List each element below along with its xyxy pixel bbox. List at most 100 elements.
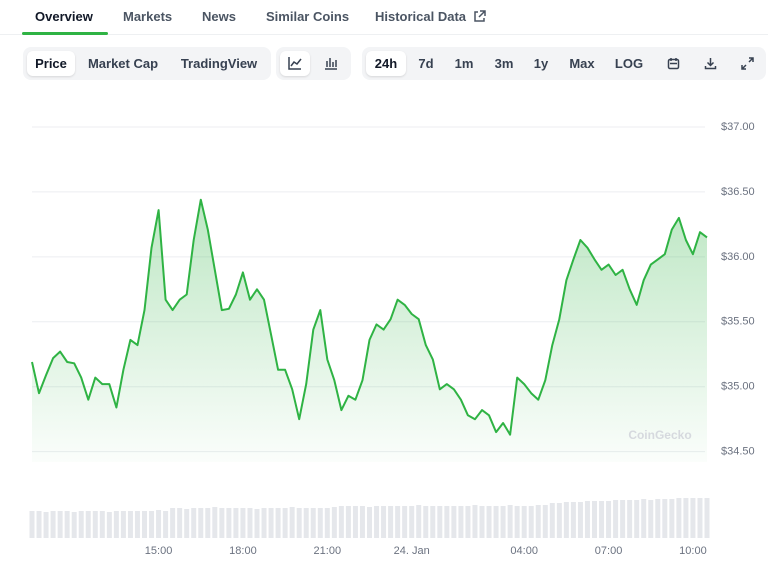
volume-bar [676, 498, 682, 538]
volume-bar [479, 506, 485, 538]
volume-bar [219, 508, 225, 538]
volume-bar [444, 506, 450, 538]
volume-bar [472, 505, 478, 538]
volume-bar [345, 506, 351, 538]
x-tick-label: 24. Jan [394, 545, 430, 557]
volume-bar [317, 508, 323, 538]
watermark: CoinGecko [628, 428, 691, 442]
x-tick-label: 07:00 [595, 545, 623, 557]
view-button[interactable]: Price [27, 51, 75, 76]
volume-bar [465, 506, 471, 538]
volume-bar [127, 511, 133, 538]
volume-bar [177, 508, 183, 538]
view-button[interactable]: Market Cap [87, 56, 159, 71]
volume-bar [324, 508, 330, 538]
volume-bar [367, 507, 372, 538]
volume-bar [352, 506, 358, 538]
tab[interactable]: Historical Data [375, 9, 467, 24]
volume-bar [388, 506, 394, 538]
volume-bar [92, 511, 98, 538]
volume-bar [521, 506, 527, 538]
volume-bar [690, 498, 696, 538]
volume-bar [149, 511, 155, 538]
range-button[interactable]: 1m [454, 56, 474, 71]
volume-bar [528, 506, 534, 538]
tab[interactable]: Markets [123, 9, 173, 24]
volume-bar [226, 508, 232, 538]
x-tick-label: 21:00 [314, 545, 342, 557]
tab[interactable]: Similar Coins [266, 9, 350, 24]
volume-bar [184, 509, 190, 538]
range-button[interactable]: 7d [418, 56, 434, 71]
volume-bar [64, 511, 70, 538]
view-button[interactable]: TradingView [180, 56, 258, 71]
volume-bar [634, 500, 640, 538]
volume-bar [437, 506, 443, 538]
price-area [32, 199, 707, 462]
volume-bar [261, 508, 267, 538]
volume-bar [29, 511, 35, 538]
volume-bar [310, 508, 316, 538]
volume-bar [570, 502, 576, 538]
volume-bar [331, 507, 337, 538]
volume-bar [359, 506, 365, 538]
tab[interactable]: News [202, 9, 236, 24]
download-button[interactable] [699, 51, 721, 76]
price-line [31, 198, 708, 436]
volume-bar [57, 511, 63, 538]
calendar-button[interactable] [662, 51, 684, 76]
volume-bar [374, 506, 380, 538]
volume-bar [296, 508, 302, 538]
x-tick-label: 18:00 [229, 545, 257, 557]
volume-bar [198, 508, 204, 538]
volume-bar [606, 501, 612, 538]
volume-bar [338, 506, 344, 538]
volume-bar [71, 512, 77, 538]
volume-bar [416, 505, 422, 538]
range-button[interactable]: Max [569, 56, 595, 71]
volume-bar [563, 502, 569, 538]
volume-bar [549, 503, 555, 538]
volume-bar [599, 501, 605, 538]
volume-bar [648, 500, 654, 538]
volume-bar [85, 511, 91, 538]
y-tick-label: $36.50 [721, 186, 755, 198]
y-tick-label: $36.00 [721, 251, 755, 263]
range-button[interactable]: 3m [494, 56, 514, 71]
range-button[interactable]: LOG [614, 56, 644, 71]
y-tick-label: $35.50 [721, 316, 755, 328]
volume-bar [683, 498, 689, 538]
volume-bar [542, 505, 548, 538]
volume-bar [641, 499, 647, 538]
volume-bar [458, 506, 464, 538]
volume-bar [507, 505, 513, 538]
volume-bar [613, 500, 619, 538]
volume-bar [78, 511, 84, 538]
x-tick-label: 04:00 [510, 545, 538, 557]
range-group [362, 47, 766, 80]
range-button[interactable]: 24h [366, 51, 406, 76]
volume-bar [120, 511, 126, 538]
range-button[interactable]: 1y [533, 56, 549, 71]
volume-bar [43, 512, 49, 538]
volume-bar [535, 505, 541, 538]
tab[interactable]: Overview [35, 9, 93, 24]
line-chart-button[interactable] [280, 51, 310, 76]
fullscreen-button[interactable] [736, 51, 758, 76]
volume-bar [584, 501, 590, 538]
volume-bar [156, 510, 162, 538]
volume-bar [170, 508, 176, 538]
y-tick-label: $35.00 [721, 381, 755, 393]
volume-bar [556, 503, 562, 538]
volume-bar [50, 511, 56, 538]
volume-bar [409, 506, 415, 538]
volume-bar [113, 511, 119, 538]
volume-bar [254, 509, 260, 538]
candle-chart-button[interactable] [316, 51, 346, 76]
volume-bar [134, 511, 140, 538]
volume-bar [655, 499, 661, 538]
volume-bar [106, 512, 112, 538]
volume-bar [669, 499, 675, 538]
volume-bar [514, 506, 520, 538]
